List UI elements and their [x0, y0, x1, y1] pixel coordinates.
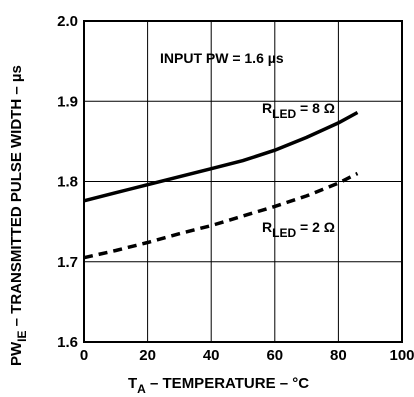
series-label-sub: LED	[272, 107, 296, 121]
series-line-1	[83, 171, 359, 260]
y-tick-labels: 1.6 1.7 1.8 1.9 2.0	[57, 13, 78, 351]
y-tick-label: 1.8	[57, 174, 78, 191]
x-tick-label: 60	[266, 347, 283, 364]
x-axis-label-sub: A	[137, 382, 146, 396]
series-label-sub: LED	[272, 226, 296, 240]
series-label-rest: = 2 Ω	[296, 219, 335, 235]
x-tick-labels: 0 20 40 60 80 100	[80, 347, 414, 364]
x-tick-label: 40	[203, 347, 220, 364]
y-axis-label-sub: IE	[15, 330, 29, 341]
y-tick-label: 1.6	[57, 334, 78, 351]
x-axis-label: TA – TEMPERATURE – °C	[128, 375, 309, 396]
x-tick-label: 0	[80, 347, 88, 364]
series-lines	[83, 110, 359, 260]
y-tick-label: 2.0	[57, 13, 78, 30]
y-axis-label: PWIE – TRANSMITTED PULSE WIDTH – µs	[8, 65, 29, 366]
y-tick-label: 1.7	[57, 254, 78, 271]
x-axis-label-main: T	[128, 375, 137, 392]
y-axis-label-rest: – TRANSMITTED PULSE WIDTH – µs	[8, 65, 25, 330]
y-tick-label: 1.9	[57, 93, 78, 110]
series-label-1: RLED = 2 Ω	[262, 219, 335, 240]
plot-frame	[83, 20, 403, 343]
x-tick-label: 80	[330, 347, 347, 364]
x-axis-label-rest: – TEMPERATURE – °C	[146, 375, 309, 392]
grid	[83, 20, 403, 343]
series-label-main: R	[262, 219, 272, 235]
y-axis-label-main: PW	[8, 341, 25, 366]
series-label-0: RLED = 8 Ω	[262, 100, 335, 121]
series-label-main: R	[262, 100, 272, 116]
x-tick-label: 20	[139, 347, 156, 364]
series-label-rest: = 8 Ω	[296, 100, 335, 116]
input-pw-annotation: INPUT PW = 1.6 µs	[160, 50, 284, 66]
x-tick-label: 100	[389, 347, 414, 364]
series-line-0	[83, 110, 359, 203]
